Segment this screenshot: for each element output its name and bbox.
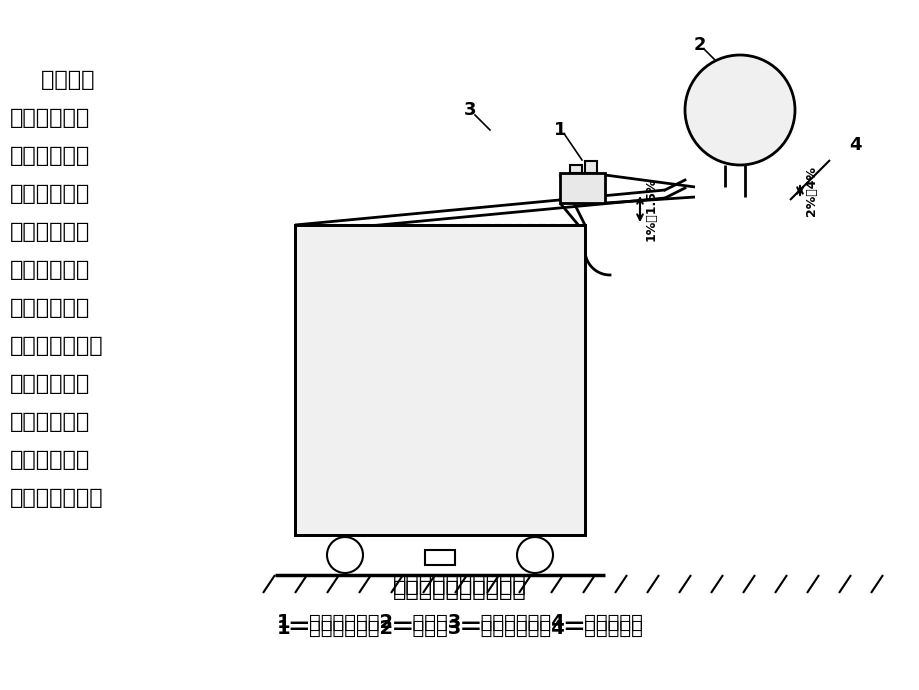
Text: 它是一种气体: 它是一种气体 [10, 184, 90, 204]
Text: 气体继电器安装示意图: 气体继电器安装示意图 [392, 575, 527, 595]
Bar [560, 173, 605, 203]
Text: 电器来实现，: 电器来实现， [10, 146, 90, 166]
Bar [570, 165, 582, 173]
Text: 瓦斯保护: 瓦斯保护 [10, 70, 95, 90]
Text: 与油枕之间的: 与油枕之间的 [10, 298, 90, 318]
Bar [295, 225, 584, 535]
Text: 主要由瓦斯继: 主要由瓦斯继 [10, 108, 90, 128]
Text: 4: 4 [848, 136, 860, 154]
Text: 气体继电器安装示意图: 气体继电器安装示意图 [392, 580, 527, 600]
Text: 在变压器油箱: 在变压器油箱 [10, 260, 90, 280]
Text: 的气体必须通: 的气体必须通 [10, 412, 90, 432]
Bar [295, 225, 584, 535]
Text: 2: 2 [693, 36, 706, 54]
Circle shape [516, 537, 552, 573]
Text: 这样，油箱内: 这样，油箱内 [10, 374, 90, 394]
Text: 3: 3 [463, 101, 476, 119]
Text: 才能流向油枕。: 才能流向油枕。 [10, 488, 104, 508]
Text: 1: 1 [553, 121, 565, 139]
Circle shape [326, 537, 363, 573]
Text: 2%～4%: 2%～4% [804, 166, 817, 215]
Circle shape [685, 55, 794, 165]
Text: 过瓦斯继电器: 过瓦斯继电器 [10, 450, 90, 470]
Bar [425, 550, 455, 565]
Text: 1—瓦斯继电器；2—油枕；3—变压器顶盖；4—连接管道。: 1—瓦斯继电器；2—油枕；3—变压器顶盖；4—连接管道。 [277, 613, 642, 631]
Text: 连接导油管中。: 连接导油管中。 [10, 336, 104, 356]
Text: 继电器，安装: 继电器，安装 [10, 222, 90, 242]
Text: 1%～1.5%: 1%～1.5% [644, 177, 657, 241]
Text: 1—瓦斯继电器；2—油枕；3—变压器顶盖；4—连接管道。: 1—瓦斯继电器；2—油枕；3—变压器顶盖；4—连接管道。 [277, 618, 642, 638]
Bar [584, 161, 596, 173]
